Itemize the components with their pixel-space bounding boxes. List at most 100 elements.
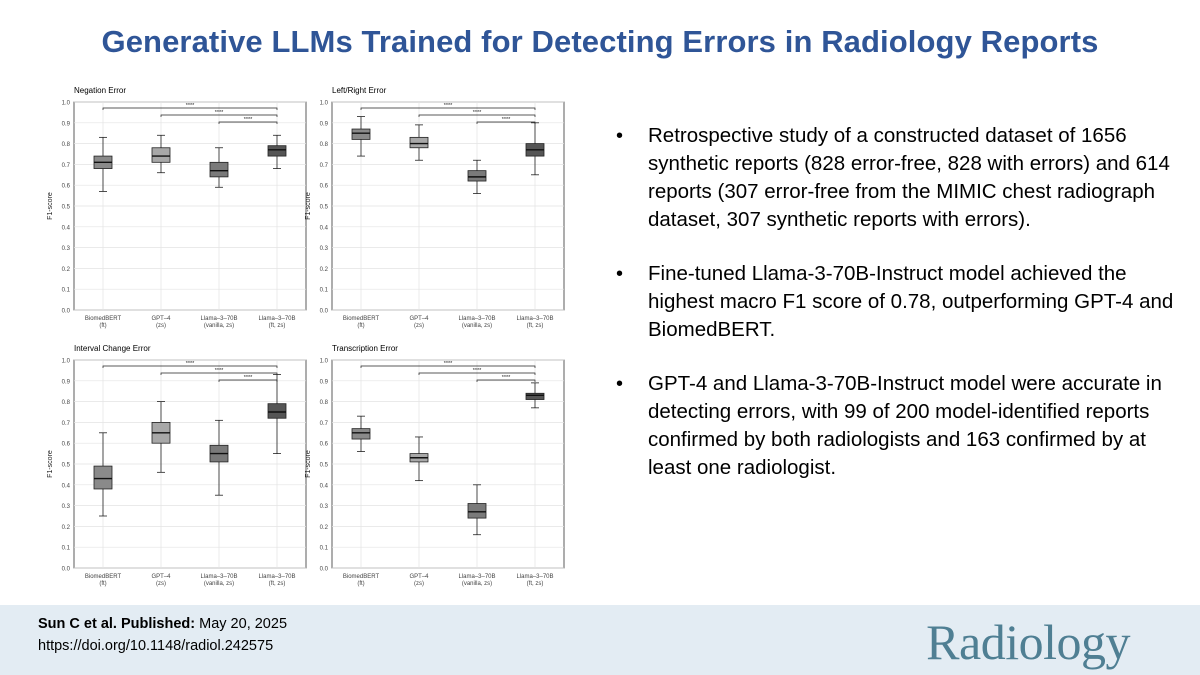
x-tick-label: (vanilla, zs) <box>204 323 234 329</box>
significance-bracket <box>160 114 278 117</box>
significance-label: **** <box>244 375 253 381</box>
x-tick-label: BiomedBERT <box>343 316 380 322</box>
y-tick-label: 0.7 <box>62 163 71 169</box>
bullet-item: • Fine-tuned Llama-3-70B-Instruct model … <box>614 260 1174 344</box>
x-tick-label: (zs) <box>156 581 166 587</box>
y-tick-label: 0.0 <box>320 309 329 315</box>
y-tick-label: 0.2 <box>320 267 329 273</box>
citation: Sun C et al. Published: May 20, 2025 htt… <box>38 613 287 657</box>
y-tick-label: 0.1 <box>62 288 71 294</box>
x-tick-label: (ft) <box>357 581 364 587</box>
x-tick-label: GPT–4 <box>151 316 171 322</box>
significance-bracket <box>218 379 278 382</box>
y-tick-label: 1.0 <box>320 359 329 365</box>
x-tick-label: BiomedBERT <box>85 316 122 322</box>
y-tick-label: 1.0 <box>62 101 71 107</box>
y-tick-label: 0.3 <box>320 246 329 252</box>
y-tick-label: 0.6 <box>62 184 71 190</box>
significance-bracket <box>218 121 278 124</box>
y-tick-label: 1.0 <box>62 359 71 365</box>
box-body <box>351 428 371 440</box>
box-body <box>267 403 287 419</box>
y-tick-label: 0.0 <box>62 567 71 573</box>
x-tick-label: Llama–3–70B <box>458 316 495 322</box>
y-tick-label: 0.3 <box>62 504 71 510</box>
box-body <box>93 465 113 490</box>
y-tick-label: 0.4 <box>62 225 71 231</box>
x-tick-label: (ft, zs) <box>269 323 286 329</box>
x-tick-label: (ft, zs) <box>527 581 544 587</box>
y-tick-label: 0.7 <box>320 421 329 427</box>
significance-bracket <box>476 121 536 124</box>
y-tick-label: 0.1 <box>320 288 329 294</box>
x-tick-label: (ft) <box>357 323 364 329</box>
y-tick-label: 0.2 <box>62 525 71 531</box>
chart-svg-2: 0.0 0.1 0.2 0.3 0.4 0.5 0.6 0.7 0.8 0.9 1.0 BiomedB… <box>47 359 307 587</box>
x-tick-label: Llama–3–70B <box>516 574 553 580</box>
citation-authors: Sun C et al. Published: <box>38 616 196 632</box>
chart-title: Interval Change Error <box>74 344 151 353</box>
significance-label: **** <box>186 361 195 367</box>
y-tick-label: 0.8 <box>62 142 71 148</box>
y-tick-label: 1.0 <box>320 101 329 107</box>
y-tick-label: 0.3 <box>62 246 71 252</box>
significance-label: **** <box>215 368 224 374</box>
x-tick-label: (vanilla, zs) <box>204 581 234 587</box>
chart-transcription-error: 0.0 0.1 0.2 0.3 0.4 0.5 0.6 0.7 0.8 0.9 1.0 BiomedB… <box>298 336 578 591</box>
bullet-symbol: • <box>616 125 624 147</box>
chart-left-right-error: 0.0 0.1 0.2 0.3 0.4 0.5 0.6 0.7 0.8 0.9 1.0 BiomedB… <box>298 78 578 333</box>
significance-label: **** <box>473 110 482 116</box>
x-tick-label: GPT–4 <box>409 574 429 580</box>
significance-label: **** <box>215 110 224 116</box>
chart-negation-error: 0.0 0.1 0.2 0.3 0.4 0.5 0.6 0.7 0.8 0.9 1.0 BiomedB… <box>40 78 320 333</box>
citation-date: May 20, 2025 <box>195 616 288 632</box>
chart-title: Transcription Error <box>332 344 398 353</box>
y-tick-label: 0.6 <box>320 442 329 448</box>
x-tick-label: GPT–4 <box>409 316 429 322</box>
y-tick-label: 0.9 <box>320 121 329 127</box>
significance-bracket <box>476 379 536 382</box>
y-tick-label: 0.0 <box>62 309 71 315</box>
y-tick-label: 0.2 <box>62 267 71 273</box>
bullet-symbol: • <box>616 373 624 395</box>
y-axis-label: F1-score <box>305 450 312 478</box>
journal-logo: Radiology <box>926 614 1130 670</box>
significance-bracket <box>418 114 536 117</box>
x-tick-label: (ft, zs) <box>269 581 286 587</box>
significance-bracket <box>160 372 278 375</box>
bullet-symbol: • <box>616 263 624 285</box>
doi-link[interactable]: https://doi.org/10.1148/radiol.242575 <box>38 638 274 654</box>
significance-bracket <box>360 365 536 368</box>
box-body <box>351 128 371 140</box>
x-tick-label: Llama–3–70B <box>516 316 553 322</box>
y-tick-label: 0.3 <box>320 504 329 510</box>
y-tick-label: 0.8 <box>320 400 329 406</box>
significance-bracket <box>102 365 278 368</box>
y-tick-label: 0.8 <box>62 400 71 406</box>
bullet-item: • Retrospective study of a constructed d… <box>614 122 1174 234</box>
x-tick-label: BiomedBERT <box>343 574 380 580</box>
x-tick-label: Llama–3–70B <box>200 316 237 322</box>
chart-interval-change-error: 0.0 0.1 0.2 0.3 0.4 0.5 0.6 0.7 0.8 0.9 1.0 BiomedB… <box>40 336 320 591</box>
x-tick-label: Llama–3–70B <box>258 574 295 580</box>
box-body <box>409 136 429 149</box>
significance-label: **** <box>502 375 511 381</box>
y-axis-label: F1-score <box>305 192 312 220</box>
box-body <box>525 392 545 400</box>
significance-bracket <box>418 372 536 375</box>
x-tick-label: Llama–3–70B <box>458 574 495 580</box>
box-body <box>467 503 487 519</box>
y-tick-label: 0.7 <box>320 163 329 169</box>
significance-bracket <box>102 107 278 110</box>
y-tick-label: 0.7 <box>62 421 71 427</box>
significance-bracket <box>360 107 536 110</box>
x-tick-label: GPT–4 <box>151 574 171 580</box>
charts-grid: 0.0 0.1 0.2 0.3 0.4 0.5 0.6 0.7 0.8 0.9 1.0 BiomedB… <box>40 78 620 608</box>
chart-title: Negation Error <box>74 86 127 95</box>
y-tick-label: 0.1 <box>62 546 71 552</box>
x-tick-label: (ft, zs) <box>527 323 544 329</box>
bullet-list: • Retrospective study of a constructed d… <box>614 122 1174 508</box>
x-tick-label: Llama–3–70B <box>200 574 237 580</box>
x-tick-label: (vanilla, zs) <box>462 323 492 329</box>
box-body <box>267 145 287 157</box>
